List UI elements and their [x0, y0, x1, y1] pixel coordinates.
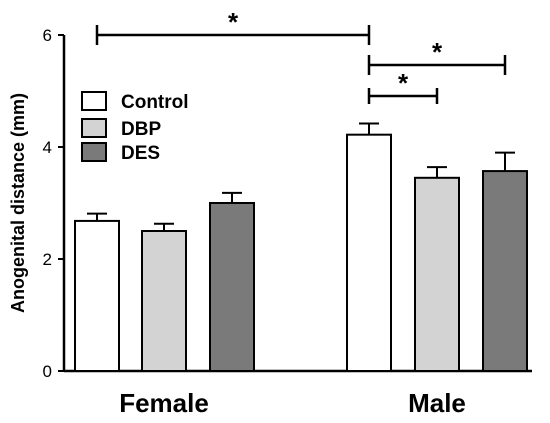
legend-swatch — [81, 91, 107, 111]
error-bars — [87, 122, 515, 231]
category-labels: Female Male — [119, 388, 466, 418]
y-axis-label: Anogenital distance (mm) — [8, 93, 28, 313]
axes — [62, 35, 532, 373]
category-label: Male — [408, 388, 466, 418]
y-ticks: 0 2 4 6 — [43, 26, 64, 381]
legend: Control DBP DES — [81, 91, 189, 164]
bar — [209, 202, 255, 372]
y-tick-label: 4 — [43, 138, 52, 157]
legend-entry: DBP — [121, 119, 161, 140]
bar — [346, 133, 392, 372]
significance-star: * — [432, 37, 443, 67]
legend-swatch — [81, 118, 107, 138]
bar — [482, 170, 528, 372]
legend-entry: Control — [121, 92, 189, 113]
bar — [74, 219, 120, 372]
y-tick-label: 6 — [43, 26, 52, 45]
significance-star: * — [398, 68, 409, 98]
legend-entry: DES — [121, 143, 160, 164]
legend-swatch — [81, 142, 107, 162]
y-tick-label: 0 — [43, 362, 52, 381]
bar — [414, 176, 460, 372]
significance-brackets: * * * — [95, 7, 507, 104]
y-tick-label: 2 — [43, 250, 52, 269]
significance-star: * — [228, 7, 239, 37]
bar — [141, 230, 187, 372]
category-label: Female — [119, 388, 209, 418]
bars — [74, 133, 528, 372]
